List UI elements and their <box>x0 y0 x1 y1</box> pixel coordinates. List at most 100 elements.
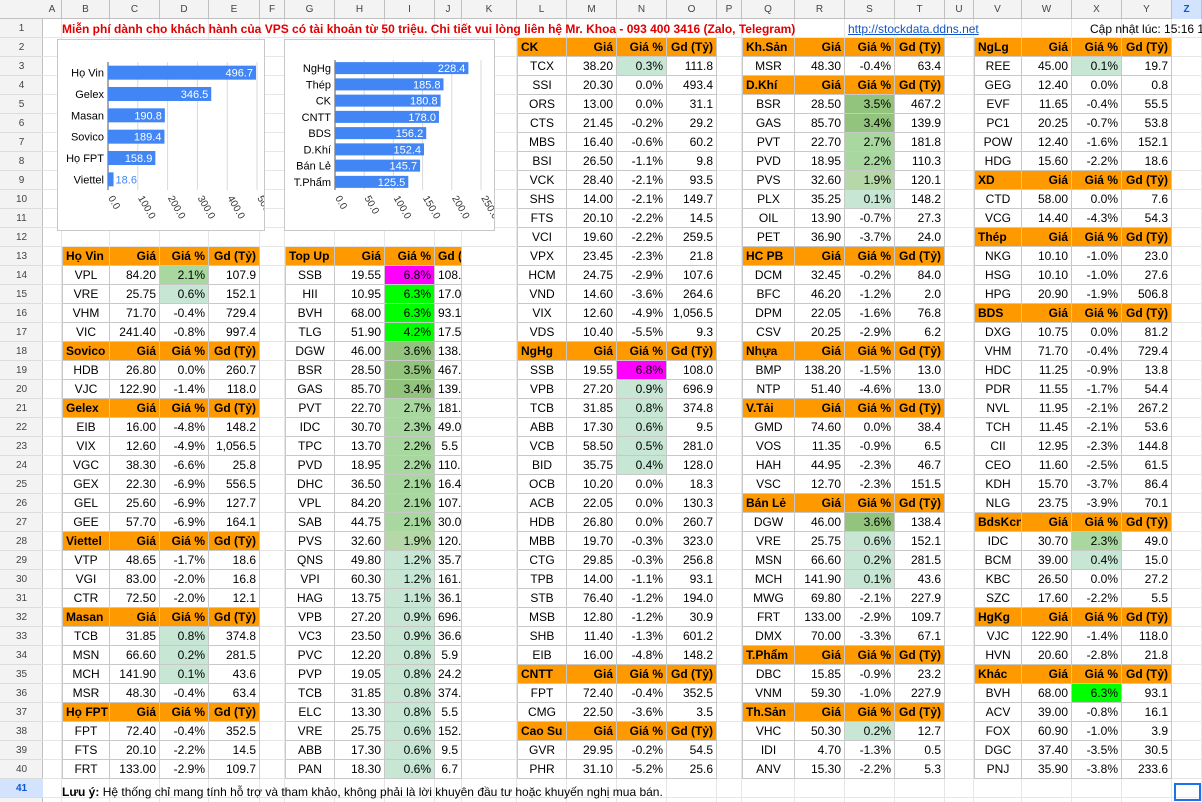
ticker-cell[interactable]: BFC <box>742 285 795 304</box>
change-cell[interactable]: -2.9% <box>845 608 895 627</box>
group-name[interactable]: BdsKcn <box>974 513 1022 532</box>
change-cell[interactable]: 0.8% <box>385 665 435 684</box>
column-label[interactable]: Giá <box>795 399 845 418</box>
ticker-cell[interactable]: FRT <box>742 608 795 627</box>
ticker-cell[interactable]: PET <box>742 228 795 247</box>
ticker-cell[interactable]: SSI <box>517 76 567 95</box>
value-cell[interactable]: 15.0 <box>1122 551 1172 570</box>
change-cell[interactable]: -1.0% <box>1072 722 1122 741</box>
change-cell[interactable]: 2.2% <box>385 437 435 456</box>
value-cell[interactable]: 13.0 <box>895 380 945 399</box>
column-header-z[interactable]: Z <box>1172 0 1202 19</box>
change-cell[interactable]: 0.6% <box>385 741 435 760</box>
value-cell[interactable]: 53.8 <box>1122 114 1172 133</box>
ticker-cell[interactable]: PAN <box>285 760 335 779</box>
row-header-32[interactable]: 32 <box>0 608 43 627</box>
ticker-cell[interactable]: CMG <box>517 703 567 722</box>
ticker-cell[interactable]: VCG <box>974 209 1022 228</box>
change-cell[interactable]: -0.4% <box>1072 95 1122 114</box>
price-cell[interactable]: 20.30 <box>567 76 617 95</box>
ticker-cell[interactable]: VND <box>517 285 567 304</box>
ticker-cell[interactable]: FTS <box>62 741 110 760</box>
column-header-y[interactable]: Y <box>1122 0 1172 19</box>
price-cell[interactable]: 16.00 <box>110 418 160 437</box>
value-cell[interactable]: 467.2 <box>895 95 945 114</box>
price-cell[interactable]: 241.40 <box>110 323 160 342</box>
change-cell[interactable]: -4.6% <box>845 380 895 399</box>
change-cell[interactable]: 0.6% <box>845 532 895 551</box>
price-cell[interactable]: 133.00 <box>795 608 845 627</box>
change-cell[interactable]: 0.0% <box>1072 190 1122 209</box>
value-cell[interactable]: 118.0 <box>209 380 260 399</box>
column-label[interactable]: Giá % <box>1072 171 1122 190</box>
price-cell[interactable]: 15.60 <box>1022 152 1072 171</box>
row-header-6[interactable]: 6 <box>0 114 43 133</box>
change-cell[interactable]: -2.1% <box>617 190 667 209</box>
change-cell[interactable]: -1.4% <box>1072 627 1122 646</box>
value-cell[interactable]: 352.5 <box>209 722 260 741</box>
ticker-cell[interactable]: PVT <box>285 399 335 418</box>
value-cell[interactable]: 181.8 <box>435 399 462 418</box>
column-header-j[interactable]: J <box>435 0 462 19</box>
value-cell[interactable]: 5.5 <box>435 437 462 456</box>
change-cell[interactable]: 6.8% <box>385 266 435 285</box>
value-cell[interactable]: 109.7 <box>209 760 260 779</box>
change-cell[interactable]: -0.4% <box>845 57 895 76</box>
price-cell[interactable]: 25.75 <box>795 532 845 551</box>
column-label[interactable]: Gd (Tỷ) <box>895 399 945 418</box>
ticker-cell[interactable]: GAS <box>285 380 335 399</box>
value-cell[interactable]: 60.2 <box>667 133 717 152</box>
value-cell[interactable]: 19.7 <box>1122 57 1172 76</box>
ticker-cell[interactable]: MSR <box>62 684 110 703</box>
ticker-cell[interactable]: TCH <box>974 418 1022 437</box>
value-cell[interactable]: 49.0 <box>435 418 462 437</box>
ticker-cell[interactable]: CEO <box>974 456 1022 475</box>
ticker-cell[interactable]: BID <box>517 456 567 475</box>
value-cell[interactable]: 493.4 <box>667 76 717 95</box>
row-header-17[interactable]: 17 <box>0 323 43 342</box>
change-cell[interactable]: 0.1% <box>160 665 209 684</box>
price-cell[interactable]: 20.10 <box>110 741 160 760</box>
row-header-19[interactable]: 19 <box>0 361 43 380</box>
ticker-cell[interactable]: SAB <box>285 513 335 532</box>
value-cell[interactable]: 0.5 <box>895 741 945 760</box>
value-cell[interactable]: 3.5 <box>667 703 717 722</box>
value-cell[interactable]: 21.8 <box>667 247 717 266</box>
ticker-cell[interactable]: MSN <box>742 551 795 570</box>
price-cell[interactable]: 44.95 <box>795 456 845 475</box>
value-cell[interactable]: 31.1 <box>667 95 717 114</box>
group-name[interactable]: Gelex <box>62 399 110 418</box>
value-cell[interactable]: 6.7 <box>435 760 462 779</box>
group-name[interactable]: Sovico <box>62 342 110 361</box>
column-label[interactable]: Gd (Tỷ) <box>1122 608 1172 627</box>
price-cell[interactable]: 15.85 <box>795 665 845 684</box>
ticker-cell[interactable]: CTD <box>974 190 1022 209</box>
column-label[interactable]: Giá <box>1022 513 1072 532</box>
ticker-cell[interactable]: GEX <box>62 475 110 494</box>
change-cell[interactable]: 0.1% <box>1072 57 1122 76</box>
ticker-cell[interactable]: VPB <box>517 380 567 399</box>
value-cell[interactable]: 81.2 <box>1122 323 1172 342</box>
column-header-d[interactable]: D <box>160 0 209 19</box>
change-cell[interactable]: 3.5% <box>845 95 895 114</box>
ticker-cell[interactable]: VOS <box>742 437 795 456</box>
change-cell[interactable]: -1.6% <box>845 304 895 323</box>
row-header-33[interactable]: 33 <box>0 627 43 646</box>
stockdata-link[interactable]: http://stockdata.ddns.net <box>848 22 979 36</box>
value-cell[interactable]: 67.1 <box>895 627 945 646</box>
value-cell[interactable]: 118.0 <box>1122 627 1172 646</box>
value-cell[interactable]: 161.0 <box>435 570 462 589</box>
ticker-cell[interactable]: CSV <box>742 323 795 342</box>
price-cell[interactable]: 20.10 <box>567 209 617 228</box>
price-cell[interactable]: 46.20 <box>795 285 845 304</box>
column-label[interactable]: Giá <box>795 703 845 722</box>
change-cell[interactable]: -6.6% <box>160 456 209 475</box>
value-cell[interactable]: 139.9 <box>435 380 462 399</box>
ticker-cell[interactable]: ANV <box>742 760 795 779</box>
price-cell[interactable]: 26.50 <box>1022 570 1072 589</box>
value-cell[interactable]: 997.4 <box>209 323 260 342</box>
value-cell[interactable]: 556.5 <box>209 475 260 494</box>
change-cell[interactable]: -0.4% <box>160 684 209 703</box>
value-cell[interactable]: 13.8 <box>1122 361 1172 380</box>
column-label[interactable]: Giá % <box>845 646 895 665</box>
